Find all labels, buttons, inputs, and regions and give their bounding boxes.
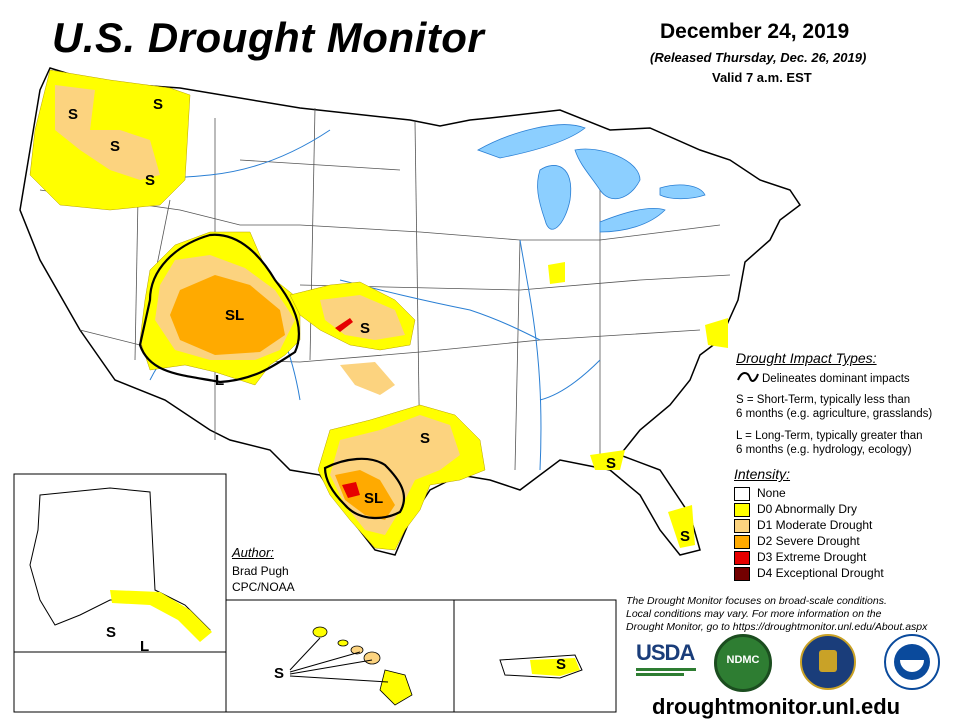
- label-hi-s: S: [274, 665, 285, 682]
- note-line1: The Drought Monitor focuses on broad-sca…: [626, 595, 887, 607]
- valid-time: Valid 7 a.m. EST: [712, 70, 812, 85]
- release-date: (Released Thursday, Dec. 26, 2019): [650, 50, 867, 65]
- label-ak-l: L: [140, 638, 150, 655]
- label-or-s1: S: [110, 138, 121, 155]
- nw-d1-region: [55, 85, 160, 180]
- intensity-swatch: [734, 519, 750, 533]
- impact-l-line1: L = Long-Term, typically greater than: [736, 430, 923, 442]
- intensity-label: D3 Extreme Drought: [757, 550, 867, 564]
- texas-d2-region: [335, 470, 395, 520]
- impact-line-sample: [737, 372, 759, 382]
- fourcorners-d2-region: [170, 275, 285, 355]
- label-or-s2: S: [145, 172, 156, 189]
- commerce-seal-icon: [800, 634, 856, 690]
- aleutians-inset: [13, 651, 227, 713]
- intensity-label: D4 Exceptional Drought: [757, 566, 884, 580]
- label-pr-s: S: [556, 656, 567, 673]
- fl-d0-region: [590, 450, 625, 470]
- label-fl-s2: S: [680, 528, 691, 545]
- great-lakes: [477, 124, 706, 233]
- intensity-swatch: [734, 551, 750, 565]
- impact-l-line2: 6 months (e.g. hydrology, ecology): [736, 444, 912, 456]
- intensity-swatch: [734, 567, 750, 581]
- label-ks-s: S: [360, 320, 371, 337]
- ndmc-logo: NDMC: [714, 634, 772, 692]
- ok-d1-region: [340, 362, 395, 395]
- impact-s-line1: S = Short-Term, typically less than: [736, 394, 911, 406]
- note-line2: Local conditions may vary. For more info…: [626, 608, 882, 620]
- intensity-label: D2 Severe Drought: [757, 534, 860, 548]
- noaa-seal-icon: [884, 634, 940, 690]
- intensity-swatch: [734, 503, 750, 517]
- label-co-sl: SL: [225, 307, 245, 324]
- ndmc-logo-text: NDMC: [726, 654, 760, 666]
- page-title: U.S. Drought Monitor: [52, 14, 485, 61]
- intensity-label: D1 Moderate Drought: [757, 518, 873, 532]
- intensity-label: None: [757, 486, 786, 500]
- intensity-swatch: [734, 535, 750, 549]
- impact-s-line2: 6 months (e.g. agriculture, grasslands): [736, 408, 933, 420]
- state-borders: [39, 80, 731, 471]
- label-id-s: S: [153, 96, 164, 113]
- plains-d3-spot: [335, 318, 353, 332]
- in-d0-region: [548, 262, 565, 284]
- usda-logo-text: USDA: [636, 640, 695, 665]
- impact-types-heading: Drought Impact Types:: [736, 350, 877, 366]
- usda-logo: USDA: [636, 640, 696, 684]
- intensity-swatch: [734, 487, 750, 501]
- label-fl-s1: S: [606, 455, 617, 472]
- puerto-rico-inset: [453, 599, 617, 713]
- puerto-rico-d0-region: [530, 658, 580, 676]
- label-tx-s: S: [420, 430, 431, 447]
- author-org: CPC/NOAA: [232, 580, 295, 594]
- alaska-d0-region: [110, 590, 212, 642]
- impact-delineates: Delineates dominant impacts: [762, 373, 910, 385]
- site-url[interactable]: droughtmonitor.unl.edu: [652, 694, 901, 719]
- label-az-l: L: [215, 372, 225, 389]
- intensity-label: D0 Abnormally Dry: [757, 502, 858, 516]
- intensity-heading: Intensity:: [734, 466, 791, 482]
- label-tx-sl: SL: [364, 490, 384, 507]
- note-line3: Drought Monitor, go to https://droughtmo…: [626, 621, 928, 633]
- map-date: December 24, 2019: [660, 20, 850, 43]
- label-wa-s: S: [68, 106, 79, 123]
- hawaii-pointers: [289, 637, 389, 683]
- label-ak-s: S: [106, 624, 117, 641]
- impact-boundaries: [138, 233, 406, 520]
- author-name: Brad Pugh: [232, 564, 289, 578]
- hawaii-inset: [225, 599, 455, 713]
- va-d0-region: [705, 318, 728, 348]
- author-heading: Author:: [232, 545, 274, 560]
- fl-d0-region-2: [668, 505, 695, 548]
- texas-d3-spot: [342, 482, 360, 498]
